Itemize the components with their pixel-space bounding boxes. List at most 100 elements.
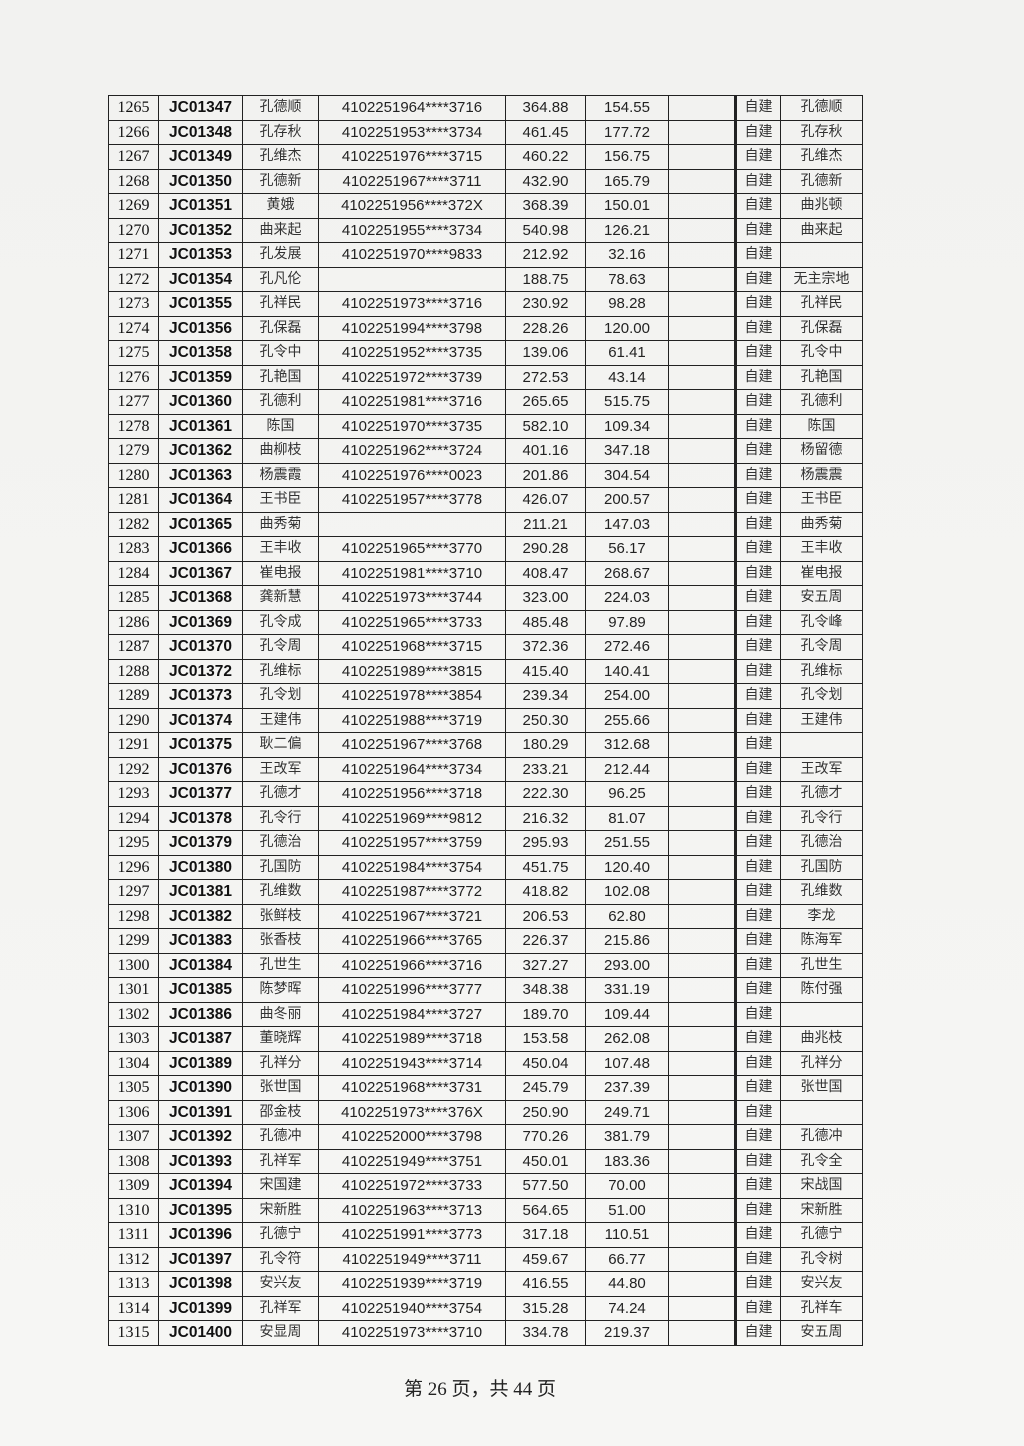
owner-name: 陈海军 (780, 928, 863, 954)
owner-name: 王改军 (780, 756, 863, 782)
id-number: 4102251972****3739 (318, 364, 506, 390)
area-2: 120.40 (585, 854, 669, 880)
owner-name: 孔国防 (780, 854, 863, 880)
holder-name: 宋国建 (242, 1173, 319, 1199)
table-row: 1293 JC01377 孔德才 4102251956****3718 222.30 96… (108, 781, 863, 807)
area-1: 250.90 (505, 1099, 586, 1125)
row-number: 1299 (108, 928, 159, 954)
owner-name: 孔德治 (780, 830, 863, 856)
id-number: 4102251952****3735 (318, 340, 506, 366)
area-2: 96.25 (585, 781, 669, 807)
blank-cell (668, 854, 737, 880)
holder-name: 孔令中 (242, 340, 319, 366)
row-number: 1313 (108, 1271, 159, 1297)
table-row: 1307 JC01392 孔德冲 4102252000****3798 770.26 38… (108, 1124, 863, 1150)
blank-cell (668, 95, 737, 121)
id-number: 4102251939****3719 (318, 1271, 506, 1297)
table-row: 1311 JC01396 孔德宁 4102251991****3773 317.18 11… (108, 1222, 863, 1248)
parcel-code: JC01384 (158, 952, 243, 978)
id-number: 4102251966****3765 (318, 928, 506, 954)
holder-name: 孔维标 (242, 658, 319, 684)
id-number: 4102251996****3777 (318, 977, 506, 1003)
parcel-code: JC01367 (158, 560, 243, 586)
holder-name: 安显周 (242, 1320, 319, 1346)
id-number: 4102251994****3798 (318, 315, 506, 341)
holder-name: 张香枝 (242, 928, 319, 954)
row-number: 1289 (108, 683, 159, 709)
table-row: 1294 JC01378 孔令行 4102251969****9812 216.32 81… (108, 805, 863, 831)
parcel-code: JC01349 (158, 144, 243, 170)
parcel-code: JC01356 (158, 315, 243, 341)
row-number: 1286 (108, 609, 159, 635)
blank-cell (668, 658, 737, 684)
holder-name: 曲冬丽 (242, 1001, 319, 1027)
owner-name: 无主宗地 (780, 266, 863, 292)
area-1: 426.07 (505, 487, 586, 513)
area-1: 189.70 (505, 1001, 586, 1027)
area-1: 461.45 (505, 119, 586, 145)
row-number: 1295 (108, 830, 159, 856)
table-row: 1309 JC01394 宋国建 4102251972****3733 577.50 70… (108, 1173, 863, 1199)
usage-type: 自建 (735, 364, 781, 390)
area-1: 265.65 (505, 389, 586, 415)
table-row: 1267 JC01349 孔维杰 4102251976****3715 460.22 15… (108, 144, 863, 170)
table-row: 1297 JC01381 孔维数 4102251987****3772 418.82 10… (108, 879, 863, 905)
owner-name: 曲兆枝 (780, 1026, 863, 1052)
id-number: 4102251957****3759 (318, 830, 506, 856)
owner-name: 孔令周 (780, 634, 863, 660)
blank-cell (668, 977, 737, 1003)
holder-name: 孔祥军 (242, 1148, 319, 1174)
parcel-code: JC01375 (158, 732, 243, 758)
id-number: 4102251956****3718 (318, 781, 506, 807)
holder-name: 孔维杰 (242, 144, 319, 170)
parcel-code: JC01370 (158, 634, 243, 660)
owner-name: 崔电报 (780, 560, 863, 586)
usage-type: 自建 (735, 193, 781, 219)
blank-cell (668, 1295, 737, 1321)
id-number: 4102251964****3716 (318, 95, 506, 121)
holder-name: 安兴友 (242, 1271, 319, 1297)
row-number: 1291 (108, 732, 159, 758)
blank-cell (668, 193, 737, 219)
area-1: 485.48 (505, 609, 586, 635)
row-number: 1269 (108, 193, 159, 219)
table-row: 1280 JC01363 杨震霞 4102251976****0023 201.86 30… (108, 462, 863, 488)
holder-name: 孔令周 (242, 634, 319, 660)
id-number: 4102251968****3731 (318, 1075, 506, 1101)
blank-cell (668, 242, 737, 268)
usage-type: 自建 (735, 879, 781, 905)
owner-name (780, 1099, 863, 1125)
holder-name: 孔祥军 (242, 1295, 319, 1321)
holder-name: 孔德冲 (242, 1124, 319, 1150)
area-1: 408.47 (505, 560, 586, 586)
holder-name: 孔令划 (242, 683, 319, 709)
owner-name: 孔德顺 (780, 95, 863, 121)
row-number: 1300 (108, 952, 159, 978)
holder-name: 孔令行 (242, 805, 319, 831)
row-number: 1294 (108, 805, 159, 831)
blank-cell (668, 487, 737, 513)
area-1: 415.40 (505, 658, 586, 684)
area-2: 165.79 (585, 168, 669, 194)
owner-name: 安五周 (780, 1320, 863, 1346)
parcel-code: JC01347 (158, 95, 243, 121)
holder-name: 孔发展 (242, 242, 319, 268)
area-1: 180.29 (505, 732, 586, 758)
owner-name: 孔保磊 (780, 315, 863, 341)
area-1: 418.82 (505, 879, 586, 905)
area-1: 416.55 (505, 1271, 586, 1297)
area-2: 78.63 (585, 266, 669, 292)
parcel-code: JC01395 (158, 1197, 243, 1223)
area-1: 290.28 (505, 536, 586, 562)
area-1: 295.93 (505, 830, 586, 856)
parcel-code: JC01351 (158, 193, 243, 219)
parcel-code: JC01373 (158, 683, 243, 709)
usage-type: 自建 (735, 658, 781, 684)
parcel-code: JC01361 (158, 413, 243, 439)
holder-name: 孔祥分 (242, 1050, 319, 1076)
holder-name: 孔世生 (242, 952, 319, 978)
area-1: 222.30 (505, 781, 586, 807)
table-row: 1288 JC01372 孔维标 4102251989****3815 415.40 14… (108, 658, 863, 684)
owner-name: 孔德才 (780, 781, 863, 807)
area-2: 251.55 (585, 830, 669, 856)
